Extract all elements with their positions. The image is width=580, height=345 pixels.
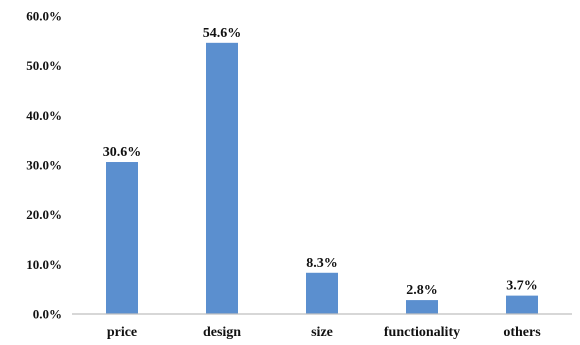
data-label-price: 30.6% — [103, 145, 142, 160]
y-tick-label: 50.0% — [26, 58, 62, 73]
data-label-design: 54.6% — [203, 26, 242, 41]
bar-price — [106, 162, 138, 314]
bar-design — [206, 42, 238, 314]
data-label-others: 3.7% — [506, 279, 538, 294]
y-tick-label: 30.0% — [26, 158, 62, 173]
x-category-label-design: design — [203, 325, 241, 340]
y-tick-label: 20.0% — [26, 207, 62, 222]
x-category-label-size: size — [311, 325, 333, 340]
y-tick-label: 60.0% — [26, 9, 62, 24]
y-axis-ticks: 0.0% 10.0% 20.0% 30.0% 40.0% 50.0% 60.0% — [26, 9, 62, 322]
bar-others — [506, 295, 538, 314]
data-label-functionality: 2.8% — [406, 283, 438, 298]
data-label-size: 8.3% — [306, 256, 338, 271]
x-category-label-price: price — [107, 325, 137, 340]
bar-series — [106, 42, 538, 314]
y-tick-label: 40.0% — [26, 108, 62, 123]
bar-size — [306, 272, 338, 314]
data-labels: 30.6% 54.6% 8.3% 2.8% 3.7% — [103, 26, 538, 298]
x-category-label-functionality: functionality — [384, 325, 460, 340]
y-tick-label: 0.0% — [33, 307, 62, 322]
y-tick-label: 10.0% — [26, 257, 62, 272]
bar-functionality — [406, 300, 438, 314]
x-axis-category-labels: price design size functionality others — [107, 325, 541, 340]
x-category-label-others: others — [503, 325, 541, 340]
